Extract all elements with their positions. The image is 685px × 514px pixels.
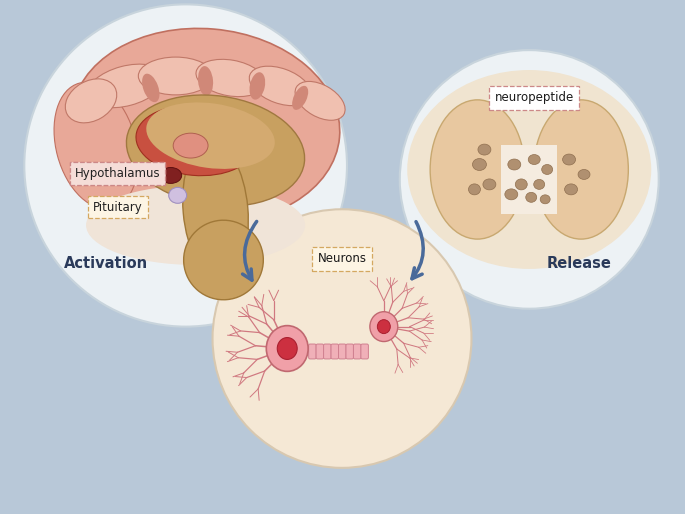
Ellipse shape — [542, 164, 553, 174]
Ellipse shape — [249, 72, 265, 100]
FancyBboxPatch shape — [353, 344, 361, 359]
Ellipse shape — [408, 70, 651, 269]
Ellipse shape — [534, 100, 628, 239]
Text: Pituitary: Pituitary — [93, 201, 142, 214]
FancyBboxPatch shape — [323, 344, 331, 359]
FancyBboxPatch shape — [338, 344, 346, 359]
Circle shape — [400, 50, 659, 309]
Ellipse shape — [86, 186, 305, 265]
Ellipse shape — [469, 184, 480, 195]
Ellipse shape — [292, 86, 308, 110]
Ellipse shape — [249, 66, 311, 106]
Ellipse shape — [65, 79, 116, 123]
Bar — [501, 144, 557, 214]
FancyBboxPatch shape — [316, 344, 323, 359]
Ellipse shape — [564, 184, 577, 195]
Ellipse shape — [183, 141, 249, 280]
Ellipse shape — [534, 179, 545, 189]
Ellipse shape — [540, 195, 550, 204]
Ellipse shape — [508, 159, 521, 170]
Ellipse shape — [198, 66, 213, 96]
Circle shape — [212, 209, 471, 468]
Ellipse shape — [127, 95, 305, 206]
Ellipse shape — [295, 81, 345, 120]
Text: Neurons: Neurons — [318, 252, 366, 266]
Ellipse shape — [478, 144, 491, 155]
Circle shape — [24, 5, 347, 326]
Ellipse shape — [196, 59, 265, 97]
FancyBboxPatch shape — [361, 344, 369, 359]
Text: Hypothalamus: Hypothalamus — [75, 167, 161, 180]
Ellipse shape — [184, 220, 263, 300]
Text: Hypothalamus: Hypothalamus — [75, 167, 161, 180]
FancyBboxPatch shape — [501, 149, 557, 210]
Ellipse shape — [87, 64, 164, 108]
Ellipse shape — [169, 188, 186, 204]
Ellipse shape — [138, 57, 213, 95]
Text: Release: Release — [547, 256, 612, 271]
Ellipse shape — [370, 311, 398, 341]
Ellipse shape — [483, 179, 496, 190]
Ellipse shape — [578, 170, 590, 179]
Ellipse shape — [54, 82, 138, 209]
Ellipse shape — [562, 154, 575, 165]
Ellipse shape — [473, 158, 486, 171]
Ellipse shape — [277, 338, 297, 359]
Ellipse shape — [266, 326, 308, 372]
Ellipse shape — [526, 192, 537, 203]
Ellipse shape — [71, 28, 340, 223]
Ellipse shape — [515, 179, 527, 190]
Ellipse shape — [377, 320, 390, 334]
Text: neuropeptide: neuropeptide — [495, 91, 574, 104]
Text: Activation: Activation — [64, 256, 148, 271]
FancyBboxPatch shape — [346, 344, 353, 359]
Ellipse shape — [147, 102, 275, 169]
Ellipse shape — [160, 168, 182, 183]
Ellipse shape — [430, 100, 525, 239]
Ellipse shape — [142, 74, 160, 102]
Ellipse shape — [173, 133, 208, 158]
Ellipse shape — [136, 105, 256, 176]
Ellipse shape — [528, 155, 540, 164]
Ellipse shape — [505, 189, 518, 200]
FancyBboxPatch shape — [331, 344, 338, 359]
FancyBboxPatch shape — [309, 344, 316, 359]
